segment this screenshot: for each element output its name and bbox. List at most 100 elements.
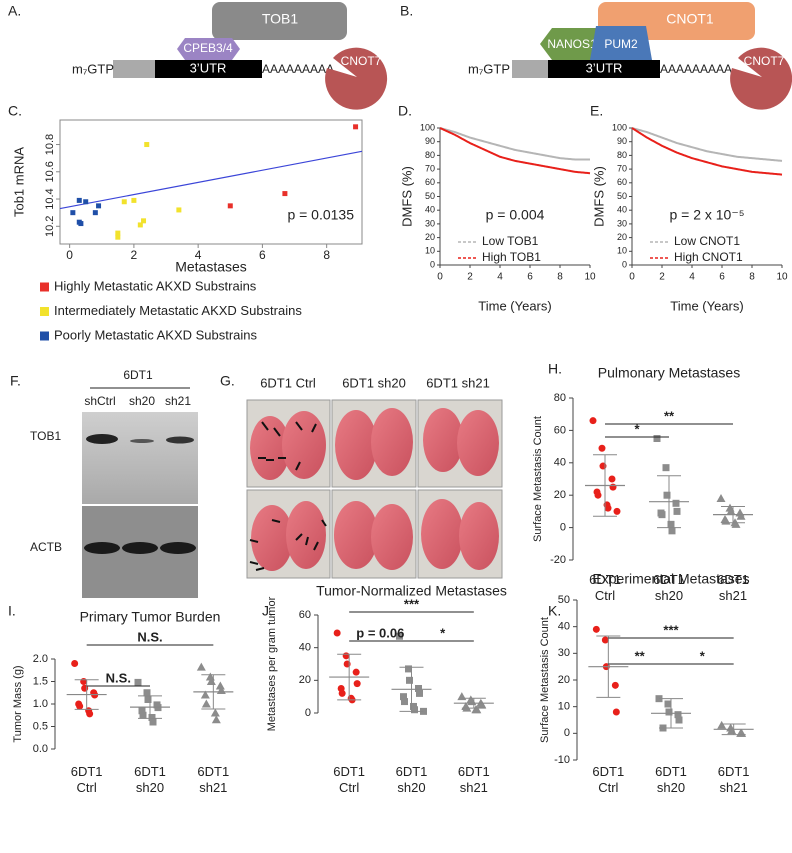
data-point bbox=[401, 698, 408, 706]
data-point bbox=[138, 707, 146, 715]
x-tick-label: 0 bbox=[437, 272, 443, 283]
data-point bbox=[141, 218, 147, 224]
significance-label: ** bbox=[635, 648, 646, 663]
y-tick-label: 90 bbox=[425, 136, 435, 146]
x-tick-label: 6 bbox=[259, 248, 266, 262]
data-point bbox=[663, 491, 671, 499]
data-point bbox=[598, 444, 606, 452]
legend-label: High TOB1 bbox=[482, 250, 541, 264]
lung bbox=[371, 408, 413, 476]
x-tick-label: 8 bbox=[557, 272, 563, 283]
legend-label: Low TOB1 bbox=[482, 234, 539, 248]
y-tick-label: 40 bbox=[554, 457, 566, 469]
blot-strip bbox=[82, 412, 198, 504]
y-tick-label: 80 bbox=[554, 392, 566, 404]
data-point bbox=[353, 680, 361, 688]
arrow bbox=[249, 519, 327, 571]
y-tick-label: 20 bbox=[425, 232, 435, 242]
y-axis-label: Surface Metastasis Count bbox=[539, 617, 551, 743]
panel-label: J. bbox=[262, 603, 273, 619]
data-point bbox=[227, 203, 233, 209]
x-tick-label: 6 bbox=[527, 272, 533, 283]
data-point bbox=[86, 710, 94, 718]
band bbox=[84, 542, 120, 554]
y-tick-label: 10.8 bbox=[44, 134, 56, 155]
panel-label: C. bbox=[8, 103, 22, 119]
protein bbox=[590, 26, 652, 60]
band bbox=[130, 439, 154, 443]
data-point bbox=[211, 715, 221, 724]
y-tick-label: 10 bbox=[425, 246, 435, 256]
significance-label: N.S. bbox=[106, 670, 131, 685]
y-tick-label: 40 bbox=[299, 642, 311, 654]
protein-label: CPEB3/4 bbox=[183, 41, 233, 55]
y-tick-label: 80 bbox=[617, 150, 627, 160]
y-axis-label: Metastases per gram tumor bbox=[266, 596, 278, 731]
error-bar bbox=[461, 697, 486, 709]
y-tick-label: 60 bbox=[617, 177, 627, 187]
data-point bbox=[338, 689, 346, 697]
data-point bbox=[415, 685, 422, 692]
y-axis-label: Surface Metastasis Count bbox=[532, 416, 544, 542]
data-point bbox=[396, 632, 403, 640]
panel-label: E. bbox=[590, 103, 603, 119]
data-point bbox=[333, 629, 341, 637]
lane-label: sh20 bbox=[129, 394, 155, 408]
y-tick-label: -20 bbox=[550, 554, 566, 566]
utr5 bbox=[113, 60, 155, 78]
survival-curve bbox=[631, 127, 783, 176]
y-tick-label: 10.4 bbox=[44, 188, 56, 209]
data-point bbox=[672, 499, 680, 507]
row-label: ACTB bbox=[30, 540, 62, 554]
protein bbox=[540, 28, 606, 60]
legend-label: Highly Metastatic AKXD Substrains bbox=[54, 278, 257, 293]
panel-label: B. bbox=[400, 3, 413, 19]
data-point bbox=[342, 652, 350, 660]
data-point bbox=[149, 718, 157, 726]
survival-curve bbox=[631, 127, 783, 162]
x-axis-label: Time (Years) bbox=[478, 298, 551, 313]
y-tick-label: 50 bbox=[425, 191, 435, 201]
data-point bbox=[196, 662, 206, 671]
y-tick-label: 70 bbox=[617, 163, 627, 173]
panel-label: A. bbox=[8, 3, 21, 19]
data-point bbox=[675, 716, 683, 724]
protein-label: CNOT7 bbox=[744, 54, 785, 68]
protein bbox=[177, 38, 240, 60]
significance-label: *** bbox=[663, 622, 679, 637]
y-tick-label: 0.5 bbox=[33, 720, 48, 732]
y-tick-label: 0 bbox=[622, 259, 627, 269]
y-tick-label: 10.2 bbox=[44, 216, 56, 237]
y-tick-label: 40 bbox=[425, 205, 435, 215]
error-bar bbox=[596, 635, 621, 698]
x-tick-label: 4 bbox=[195, 248, 202, 262]
data-point bbox=[131, 197, 137, 203]
chart-title: Pulmonary Metastases bbox=[598, 365, 740, 381]
error-bar bbox=[74, 679, 99, 710]
y-tick-label: 0.0 bbox=[33, 743, 48, 755]
panel-label: G. bbox=[220, 373, 235, 389]
legend-swatch bbox=[40, 282, 49, 292]
y-axis-label: Tob1 mRNA bbox=[11, 147, 26, 217]
error-bar bbox=[721, 506, 745, 524]
x-tick-label: 6DT1 sh20 bbox=[655, 764, 687, 795]
error-bar bbox=[593, 454, 617, 517]
lung bbox=[457, 410, 499, 476]
y-tick-label: 30 bbox=[558, 647, 570, 659]
y-tick-label: 60 bbox=[299, 609, 311, 621]
data-point bbox=[121, 199, 127, 205]
survival-curve bbox=[439, 127, 590, 161]
data-point bbox=[411, 706, 418, 714]
y-tick-label: 10 bbox=[558, 701, 570, 713]
y-tick-label: 0 bbox=[560, 522, 566, 534]
diagram-a: A. TOB1 CPEB3/4 3’UTR m₇GTP AAAAAAAAA CN… bbox=[8, 2, 388, 110]
significance-label: ** bbox=[664, 408, 675, 423]
error-bar bbox=[659, 698, 683, 729]
panel-label: D. bbox=[398, 103, 412, 119]
y-tick-label: 30 bbox=[617, 218, 627, 228]
lung bbox=[250, 416, 290, 480]
data-point bbox=[594, 491, 602, 499]
panel-label: F. bbox=[10, 373, 21, 389]
lung bbox=[371, 504, 413, 570]
